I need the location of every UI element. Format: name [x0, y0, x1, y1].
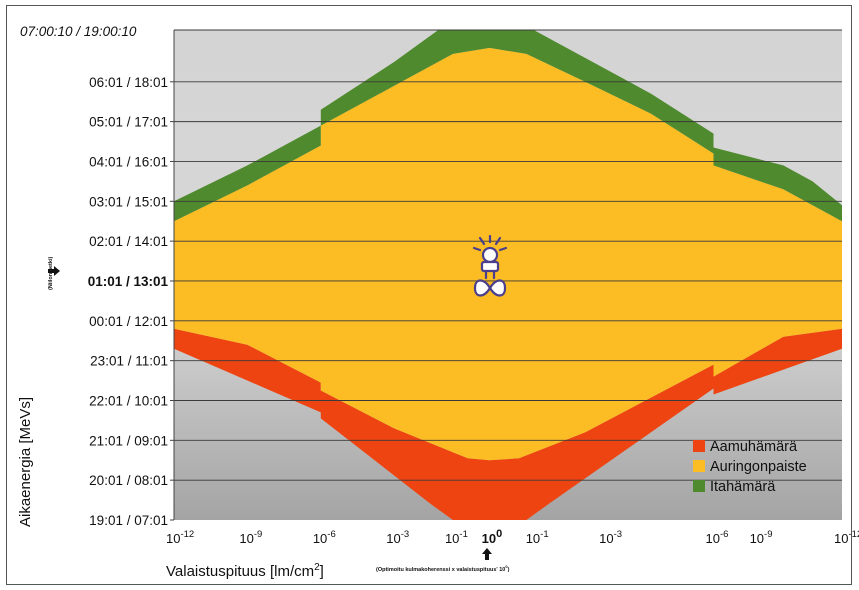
x-tick-label: 10-3: [599, 529, 622, 546]
x-tick-label: 10-12: [834, 529, 859, 546]
y-tick-label: 05:01 / 17:01: [89, 115, 168, 130]
x-tick-label: 100: [482, 528, 503, 546]
x-tick-base: 10: [166, 531, 180, 546]
x-tick-exp: -12: [848, 529, 859, 540]
x-note-text: (Optimoitu kulmakoherenssi x valaistuspi…: [376, 567, 505, 573]
y-tick-label: 04:01 / 16:01: [89, 154, 168, 169]
x-tick-base: 10: [386, 531, 400, 546]
x-tick-label: 10-6: [313, 529, 336, 546]
x-tick-exp: -9: [254, 529, 262, 540]
y-tick-label: 01:01 / 13:01: [88, 274, 169, 289]
y-top-label: 07:00:10 / 19:00:10: [20, 24, 137, 39]
y-tick-label: 06:01 / 18:01: [89, 75, 168, 90]
x-tick-base: 10: [482, 531, 496, 546]
y-tick-label: 03:01 / 15:01: [89, 194, 168, 209]
y-tick-label: 02:01 / 14:01: [89, 234, 168, 249]
x-tick-base: 10: [706, 531, 720, 546]
x-note-sup: 0: [505, 564, 508, 569]
x-axis-label-text: Valaistuspituus [lm/cm: [166, 563, 314, 580]
x-tick-label: 10-12: [166, 529, 194, 546]
x-tick-base: 10: [599, 531, 613, 546]
y-axis-label: Aikaenergia [MeVs]: [17, 397, 34, 527]
y-tick-label: 00:01 / 12:01: [89, 314, 168, 329]
x-note: (Optimoitu kulmakoherenssi x valaistuspi…: [376, 564, 510, 573]
y-tick-label: 22:01 / 10:01: [89, 393, 168, 408]
area-2: [174, 47, 842, 461]
legend: Aamuhämärä Auringonpaiste Itahämärä: [693, 439, 807, 495]
legend-label: Itahämärä: [710, 479, 776, 495]
infinity-figure-icon: [472, 234, 508, 297]
area-1: [174, 328, 842, 520]
x-tick-exp: -3: [614, 529, 622, 540]
x-tick-label: 10-9: [239, 529, 262, 546]
x-tick-base: 10: [445, 531, 459, 546]
legend-swatch: [693, 460, 705, 472]
x-tick-label: 10-6: [706, 529, 729, 546]
legend-swatch: [693, 480, 705, 492]
x-note-end: ): [508, 567, 510, 573]
y-tick-label: 20:01 / 08:01: [89, 473, 168, 488]
legend-label: Aamuhämärä: [710, 439, 798, 455]
y-highlight-arrow-icon: [48, 266, 60, 276]
y-tick-label: 23:01 / 11:01: [90, 354, 168, 369]
x-axis-label: Valaistuspituus [lm/cm2]: [166, 562, 324, 580]
x-tick-label: 10-3: [386, 529, 409, 546]
x-tick-label: 10-1: [526, 529, 549, 546]
x-tick-exp: 0: [496, 528, 502, 540]
x-tick-base: 10: [239, 531, 253, 546]
x-tick-exp: -1: [540, 529, 548, 540]
x-tick-base: 10: [834, 531, 848, 546]
x-tick-base: 10: [526, 531, 540, 546]
y-tick-label: 19:01 / 07:01: [89, 513, 168, 528]
x-tick-base: 10: [750, 531, 764, 546]
x-highlight-arrow-icon: [482, 548, 492, 560]
x-tick-exp: -12: [180, 529, 194, 540]
x-axis-label-sup: 2: [314, 562, 320, 573]
legend-label: Auringonpaiste: [710, 459, 807, 475]
x-tick-exp: -6: [327, 529, 335, 540]
x-tick-label: 10-1: [445, 529, 468, 546]
y-side-note: (Niilon hetki): [48, 257, 54, 290]
x-tick-exp: -3: [401, 529, 409, 540]
x-tick-exp: -9: [764, 529, 772, 540]
x-tick-label: 10-9: [750, 529, 773, 546]
legend-swatch: [693, 440, 705, 452]
y-tick-label: 21:01 / 09:01: [89, 433, 168, 448]
x-axis-label-end: ]: [320, 563, 324, 580]
x-tick-exp: -6: [720, 529, 728, 540]
x-tick-exp: -1: [459, 529, 467, 540]
x-tick-base: 10: [313, 531, 327, 546]
